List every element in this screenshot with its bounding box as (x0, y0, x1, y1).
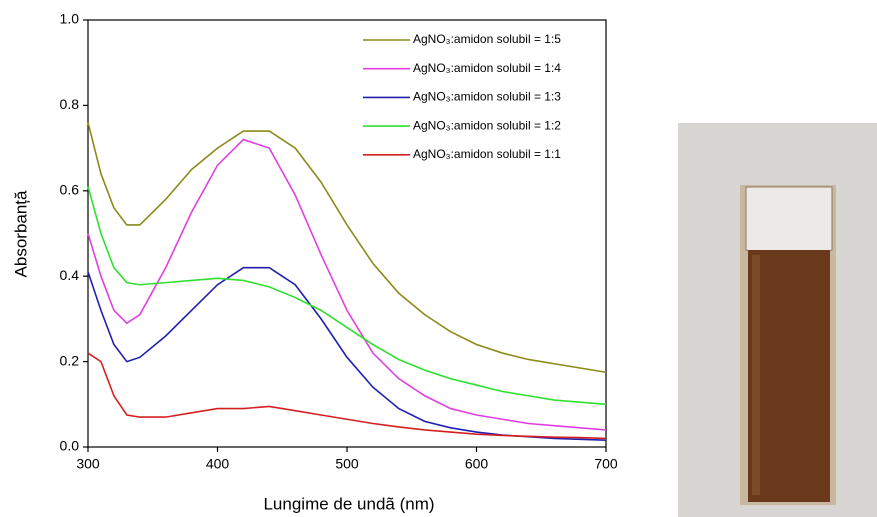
legend-label: AgNO₃:amidon solubil = 1:5 (413, 32, 561, 46)
x-tick-label: 500 (335, 456, 359, 472)
legend-label: AgNO₃:amidon solubil = 1:3 (413, 90, 561, 104)
glass-highlight (752, 255, 760, 495)
series-line (87, 352, 607, 440)
series-line (87, 122, 607, 374)
x-tick-label: 300 (76, 456, 100, 472)
x-tick-label: 400 (206, 456, 230, 472)
x-tick-label: 600 (465, 456, 489, 472)
solution (748, 250, 830, 502)
y-axis-label: Absorbanță (11, 190, 30, 277)
legend-label: AgNO₃:amidon solubil = 1:2 (413, 118, 561, 132)
y-tick-label: 0.2 (60, 352, 80, 368)
legend-label: AgNO₃:amidon solubil = 1:1 (413, 147, 561, 161)
cuvette-photo (678, 123, 877, 517)
x-tick-label: 700 (594, 456, 618, 472)
legend-label: AgNO₃:amidon solubil = 1:4 (413, 61, 561, 75)
cuvette-top (745, 186, 833, 257)
series-line (87, 138, 607, 431)
y-tick-label: 0.0 (60, 438, 80, 454)
y-tick-label: 1.0 (60, 11, 80, 27)
y-tick-label: 0.4 (60, 267, 80, 283)
y-tick-label: 0.8 (60, 96, 80, 112)
y-tick-label: 0.6 (60, 182, 80, 198)
x-axis-label: Lungime de undã (nm) (263, 494, 434, 513)
series-line (87, 186, 607, 406)
